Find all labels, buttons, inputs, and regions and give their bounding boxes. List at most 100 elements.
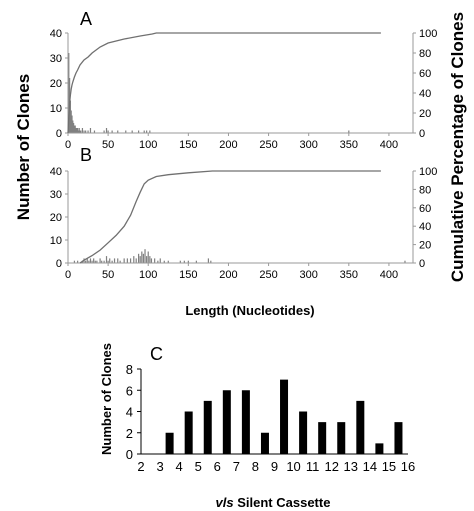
panel-c-x-tick-label: 4 bbox=[176, 459, 183, 474]
x-label-ab: Length (Nucleotides) bbox=[185, 303, 314, 318]
panel-c-bar bbox=[280, 379, 289, 454]
panel-a-bar bbox=[70, 110, 72, 133]
panel-a-y2-tick-label: 80 bbox=[419, 48, 431, 60]
panel-a-bar bbox=[103, 130, 105, 133]
panel-a-bar bbox=[78, 128, 80, 133]
panel-a-bar bbox=[68, 53, 70, 133]
panel-a-bar bbox=[117, 130, 119, 133]
panel-b-bar bbox=[138, 253, 140, 263]
c-y-label: Number of Clones bbox=[99, 343, 114, 455]
panel-c-x-tick-label: 7 bbox=[233, 459, 240, 474]
panel-b-bar bbox=[86, 258, 88, 263]
panel-b-bar bbox=[183, 260, 185, 263]
panel-c-x-tick-label: 11 bbox=[306, 459, 320, 474]
panel-a-bar bbox=[105, 128, 108, 133]
panel-b-bar bbox=[89, 258, 92, 263]
panel-b-bar bbox=[129, 258, 132, 263]
panel-a: 0 50 100 150 200 250 300 350 4000102030400204060… bbox=[50, 28, 438, 151]
panel-b-x-tick-label: 0 bbox=[65, 269, 71, 281]
panel-b-x-tick-label: 350 bbox=[340, 269, 358, 281]
panel-b-bar bbox=[103, 260, 105, 263]
panel-a-x-tick-label: 350 bbox=[340, 139, 358, 151]
panel-b-bar bbox=[126, 258, 128, 263]
panel-b: 0 50 100 150 200 250 300 350 4000102030400204060… bbox=[50, 166, 438, 281]
panel-a-bar bbox=[77, 128, 79, 133]
panel-c-bar bbox=[337, 422, 346, 454]
panel-c-x-tick-label: 2 bbox=[137, 459, 144, 474]
panel-b-bar bbox=[109, 258, 111, 263]
panel-b-bar bbox=[179, 260, 181, 263]
panel-b-bar bbox=[117, 258, 119, 263]
panel-a-y2-tick-label: 20 bbox=[419, 108, 431, 120]
panel-b-bar bbox=[93, 258, 95, 263]
panel-a-x-tick-label: 300 bbox=[300, 139, 318, 151]
panel-b-y-tick-label: 0 bbox=[56, 258, 62, 270]
panel-c-x-tick-label: 5 bbox=[195, 459, 202, 474]
panel-c-bar bbox=[260, 432, 269, 454]
panel-a-bar bbox=[93, 130, 96, 133]
panel-b-bar bbox=[73, 260, 76, 263]
panel-b-y2-tick-label: 100 bbox=[419, 166, 437, 178]
panel-a-y-tick-label: 20 bbox=[50, 78, 62, 90]
c-x-label: vls Silent Cassette bbox=[216, 495, 331, 510]
panel-a-bar bbox=[146, 130, 148, 133]
panel-b-x-tick-label: 400 bbox=[380, 269, 398, 281]
panel-b-bar bbox=[119, 260, 121, 263]
panel-c-bar bbox=[184, 411, 193, 454]
panel-b-y2-tick-label: 20 bbox=[419, 240, 431, 252]
panel-b-bar bbox=[149, 256, 151, 263]
panel-a-bar bbox=[111, 130, 113, 133]
panel-a-bar bbox=[125, 130, 127, 133]
panel-a-bar bbox=[76, 128, 78, 133]
panel-b-bar bbox=[195, 260, 197, 263]
panel-c-bar bbox=[318, 422, 327, 454]
panel-a-x-tick-label: 400 bbox=[380, 139, 398, 151]
panel-b-bar bbox=[113, 258, 116, 263]
panel-c-x-tick-label: 3 bbox=[156, 459, 163, 474]
panel-a-bar bbox=[143, 130, 145, 133]
y-right-label: Cumulative Percentage of Clones bbox=[448, 12, 467, 282]
panel-a-bar bbox=[138, 130, 140, 133]
panel-b-bar bbox=[94, 260, 96, 263]
panel-a-x-tick-label: 150 bbox=[179, 139, 197, 151]
panel-a-bar bbox=[83, 130, 85, 133]
panel-a-bar bbox=[75, 128, 77, 133]
panel-a-bar bbox=[69, 100, 72, 133]
panel-c-bar bbox=[203, 400, 212, 454]
panel-a-bar bbox=[72, 120, 74, 133]
panel-a-bar bbox=[85, 130, 87, 133]
panel-b-bar bbox=[123, 258, 125, 263]
panel-b-bar bbox=[167, 260, 169, 263]
panel-a-bar bbox=[149, 130, 151, 133]
panel-a-y2-tick-label: 60 bbox=[419, 68, 431, 80]
panel-b-bar bbox=[157, 260, 159, 263]
panel-a-y-tick-label: 0 bbox=[56, 128, 62, 140]
c-x-label-rest: Silent Cassette bbox=[234, 495, 331, 510]
panel-c-bar bbox=[394, 422, 403, 454]
panel-a-bar bbox=[131, 130, 133, 133]
panel-b-x-tick-label: 150 bbox=[179, 269, 197, 281]
panel-a-y-tick-label: 40 bbox=[50, 28, 62, 40]
panel-c-bar bbox=[375, 443, 384, 454]
panel-b-bar bbox=[207, 258, 210, 263]
panel-b-y2-tick-label: 0 bbox=[419, 258, 425, 270]
panel-b-bar bbox=[91, 260, 93, 263]
panel-b-y2-tick-label: 40 bbox=[419, 221, 431, 233]
panel-b-x-tick-label: 100 bbox=[139, 269, 157, 281]
panel-b-x-tick-label: 300 bbox=[300, 269, 318, 281]
panel-a-bar bbox=[73, 125, 76, 133]
panel-a-bar bbox=[79, 130, 81, 133]
panel-b-y-tick-label: 20 bbox=[50, 212, 62, 224]
panel-b-bar bbox=[88, 260, 90, 263]
panel-c-x-tick-label: 15 bbox=[382, 459, 396, 474]
panel-b-bar bbox=[404, 260, 406, 263]
panel-c-y-tick-label: 8 bbox=[126, 362, 133, 377]
panel-b-y2-tick-label: 60 bbox=[419, 203, 431, 215]
panel-a-y-tick-label: 30 bbox=[50, 53, 62, 65]
panel-b-bar bbox=[135, 258, 137, 263]
y-left-label: Number of Clones bbox=[14, 74, 33, 220]
panel-a-bar bbox=[348, 130, 350, 133]
panel-c-bar bbox=[222, 390, 231, 454]
